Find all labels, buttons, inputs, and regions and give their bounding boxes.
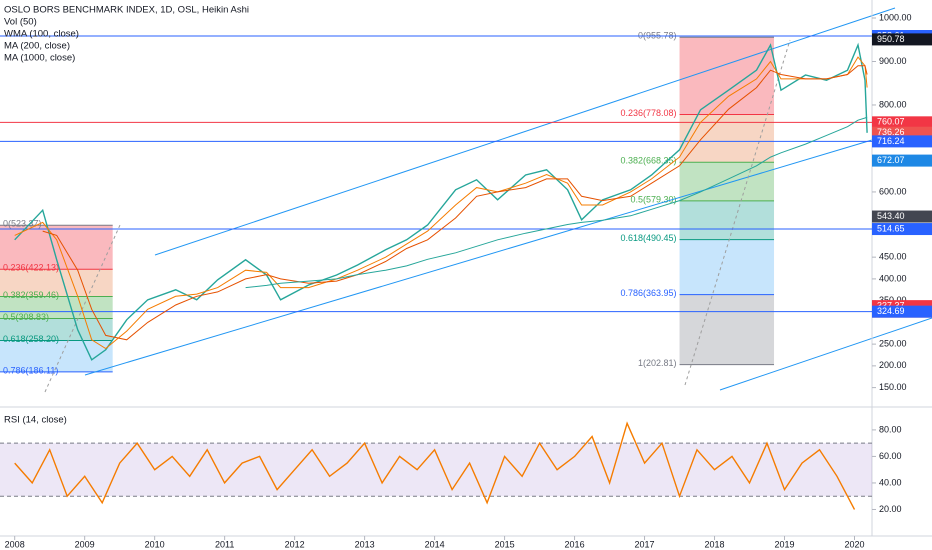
y-tick-label: 450.00 (879, 252, 907, 262)
y-tick-label: 40.00 (879, 477, 902, 487)
y-tick-label: 800.00 (879, 99, 907, 109)
price-tag (872, 116, 932, 129)
x-tick-label: 2011 (215, 539, 234, 549)
x-tick-label: 2008 (5, 539, 25, 549)
legend-item: WMA (100, close) (4, 29, 79, 40)
x-tick-label: 2015 (495, 539, 515, 549)
y-tick-label: 900.00 (879, 56, 907, 66)
y-tick-label: 1000.00 (879, 12, 912, 22)
y-tick-label: 200.00 (879, 360, 907, 370)
fib-band (0, 318, 113, 341)
legend-item: MA (200, close) (4, 41, 70, 52)
price-tag-label: 543.40 (877, 211, 905, 221)
price-tag-label: 672.07 (877, 155, 905, 165)
price-tag (872, 210, 932, 223)
price-tag-label: 337.37 (877, 301, 905, 311)
x-tick-label: 2013 (355, 539, 375, 549)
price-tag-label: 760.07 (877, 117, 905, 127)
fib-label: 0.382(668.35) (620, 156, 676, 166)
price-tag-label: 324.69 (877, 306, 905, 316)
fib-label: 0.236(778.08) (620, 108, 676, 118)
x-tick-label: 2020 (844, 539, 864, 549)
price-tag-label: 950.78 (877, 34, 905, 44)
fib-label: 0.786(186.11) (3, 365, 58, 375)
x-tick-label: 2009 (75, 539, 95, 549)
y-tick-label: 600.00 (879, 186, 907, 196)
fib-band (0, 269, 113, 297)
trend-line (84, 139, 873, 376)
series-line (245, 116, 868, 289)
fib-band (679, 239, 775, 295)
panel-title: OSLO BORS BENCHMARK INDEX, 1D, OSL, Heik… (4, 5, 249, 16)
fib-band (679, 294, 775, 365)
y-tick-label: 250.00 (879, 338, 907, 348)
plot-layer: 150.00 200.00 250.00 350.00 400.00 450.00 600.… (0, 5, 912, 549)
fib-label: 0.382(359.46) (3, 290, 59, 300)
panel-title: RSI (14, close) (4, 415, 67, 426)
series-line (14, 56, 868, 350)
fib-band (679, 37, 775, 115)
y-tick-label: 20.00 (879, 504, 902, 514)
price-tag-label: 514.65 (877, 223, 905, 233)
price-tag (872, 135, 932, 148)
fib-label: 0.5(308.83) (3, 312, 49, 322)
fib-label: 1(202.81) (638, 358, 677, 368)
series-line (42, 65, 868, 341)
y-tick-label: 60.00 (879, 451, 902, 461)
x-tick-label: 2018 (705, 539, 725, 549)
price-tag-label: 716.24 (877, 136, 905, 146)
legend-item: Vol (50) (4, 17, 37, 28)
fib-label: 0.618(490.45) (620, 233, 676, 243)
x-tick-label: 2016 (565, 539, 585, 549)
series-line (14, 42, 868, 361)
y-tick-label: 350.00 (879, 295, 907, 305)
fib-band (679, 200, 775, 240)
y-tick-label: 80.00 (879, 424, 902, 434)
x-tick-label: 2014 (425, 539, 445, 549)
fib-label: 0.236(422.13) (3, 263, 59, 273)
fib-band (0, 296, 113, 319)
price-tag (872, 154, 932, 167)
x-tick-label: 2010 (145, 539, 165, 549)
fib-band (0, 225, 113, 270)
y-tick-label: 150.00 (879, 382, 907, 392)
price-tag-label: 736.26 (877, 127, 905, 137)
price-tag (872, 33, 932, 46)
x-tick-label: 2019 (775, 539, 795, 549)
x-tick-label: 2017 (635, 539, 655, 549)
fib-label: 0.5(579.30) (630, 194, 676, 204)
y-tick-label: 400.00 (879, 273, 907, 283)
price-tag (872, 305, 932, 318)
fib-label: 0.786(363.95) (620, 288, 676, 298)
fib-label: 0.618(258.20) (3, 334, 59, 344)
series-line (14, 421, 856, 510)
fib-trend (684, 39, 791, 386)
price-tags: 958.61950.78760.0718:13736.26716.24672.0… (872, 29, 932, 318)
legend-item: MA (1000, close) (4, 53, 75, 64)
fib-label: 0(523.37) (3, 219, 42, 229)
x-tick-label: 2012 (285, 539, 305, 549)
trend-line (719, 317, 932, 391)
fib-trend (44, 224, 121, 393)
price-tag (872, 223, 932, 236)
fib-band (0, 340, 113, 372)
